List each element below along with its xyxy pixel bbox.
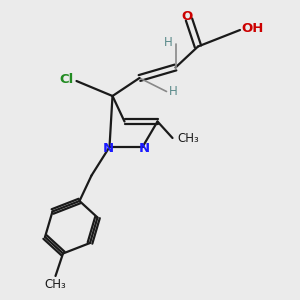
Text: O: O (182, 10, 193, 23)
Text: N: N (138, 142, 150, 155)
Text: H: H (169, 85, 178, 98)
Text: H: H (164, 35, 172, 49)
Text: CH₃: CH₃ (45, 278, 66, 290)
Text: N: N (102, 142, 114, 155)
Text: OH: OH (242, 22, 264, 35)
Text: CH₃: CH₃ (177, 131, 199, 145)
Text: Cl: Cl (60, 73, 74, 86)
